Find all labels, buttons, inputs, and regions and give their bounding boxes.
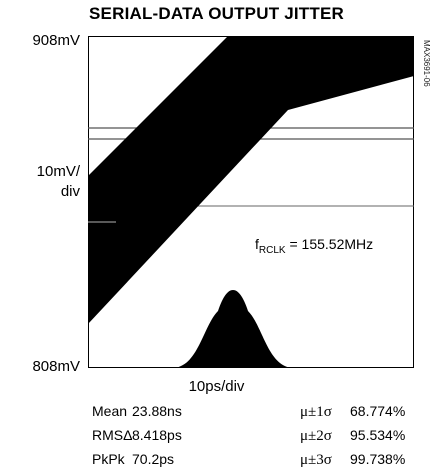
stat-row: Mean 23.88ns — [92, 399, 182, 423]
stat-label: μ±1σ — [300, 404, 332, 420]
frequency-value: = 155.52MHz — [285, 236, 374, 252]
frequency-prefix: f — [255, 236, 259, 252]
frequency-subscript: RCLK — [258, 244, 286, 256]
stat-value: 99.738% — [350, 451, 406, 467]
stat-label: RMSΔ — [92, 427, 133, 443]
stat-label: PkPk — [92, 451, 125, 467]
stat-label: Mean — [92, 403, 128, 419]
y-scale-label-line2: div — [60, 183, 80, 200]
y-top-label: 908mV — [32, 32, 80, 49]
chart-title: SERIAL-DATA OUTPUT JITTER — [89, 4, 344, 23]
statistics-right: μ±1σ 68.774% μ±2σ 95.534% μ±3σ 99.738% — [300, 399, 405, 471]
y-scale-label: 10mV/ div — [0, 162, 80, 202]
stat-row: RMSΔ8.418ps — [92, 423, 182, 447]
stat-row: PkPk 70.2ps — [92, 447, 182, 471]
stat-row: μ±1σ 68.774% — [300, 399, 405, 423]
stat-row: μ±2σ 95.534% — [300, 423, 405, 447]
stat-label: μ±2σ — [300, 428, 332, 444]
stat-value: 68.774% — [350, 403, 406, 419]
scope-display — [88, 36, 414, 368]
y-scale-label-line1: 10mV/ — [36, 163, 80, 180]
stat-row: μ±3σ 99.738% — [300, 447, 405, 471]
stat-value: 95.534% — [350, 427, 406, 443]
stat-label: μ±3σ — [300, 452, 332, 468]
stat-value: 23.88ns — [132, 403, 182, 419]
y-bottom-label: 808mV — [32, 358, 80, 375]
stat-value: 8.418ps — [132, 427, 182, 443]
statistics-left: Mean 23.88ns RMSΔ8.418ps PkPk 70.2ps — [92, 399, 182, 471]
frequency-annotation: fRCLK = 155.52MHz — [255, 236, 373, 256]
stat-value: 70.2ps — [132, 451, 175, 467]
part-number-label: MAX3691-06 — [422, 40, 431, 87]
jitter-histogram — [172, 290, 294, 368]
data-transition-band — [88, 36, 414, 324]
x-scale-label: 10ps/div — [188, 378, 245, 395]
